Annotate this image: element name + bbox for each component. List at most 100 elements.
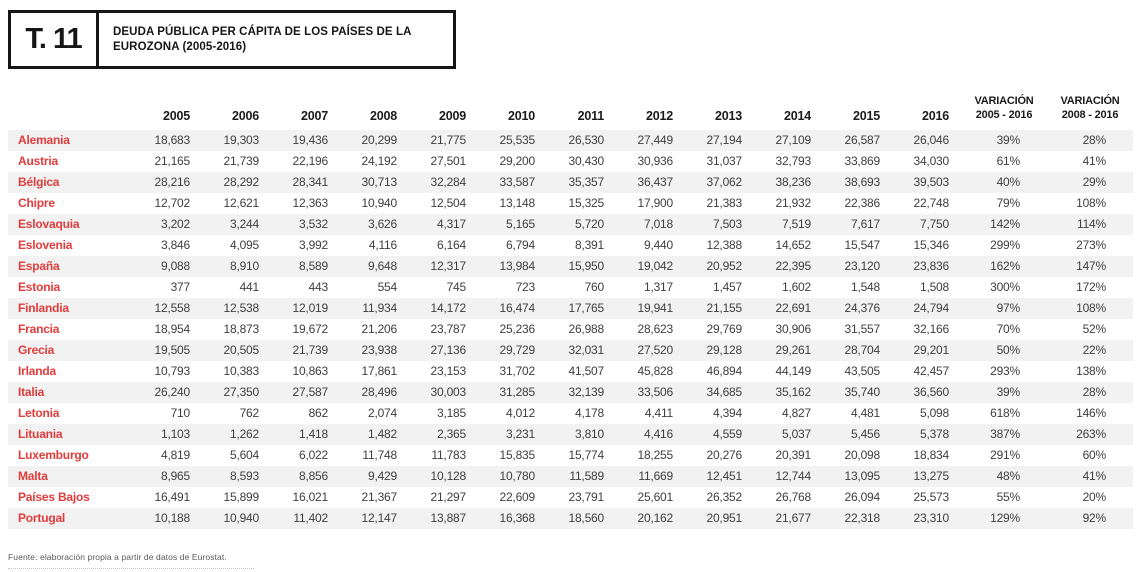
year-value-cell: 12,702	[154, 196, 190, 211]
variation-value-cell: 273%	[1076, 238, 1106, 253]
year-value-cell: 27,350	[223, 385, 259, 400]
table-row: Eslovaquia 3,202 3,244 3,532 3,626 4,317 5,165…	[8, 213, 1133, 235]
year-value-cell: 554	[377, 280, 398, 295]
country-label: Austria	[18, 154, 58, 169]
variation-value-cell: 162%	[990, 259, 1020, 274]
year-value-cell: 38,236	[775, 175, 811, 190]
variation-value-cell: 92%	[1082, 511, 1107, 526]
year-value-cell: 3,810	[574, 427, 604, 442]
year-value-cell: 18,255	[637, 448, 673, 463]
year-value-cell: 29,729	[499, 343, 535, 358]
variation-value-cell: 60%	[1082, 448, 1107, 463]
year-value-cell: 44,149	[775, 364, 811, 379]
year-value-cell: 3,532	[298, 217, 328, 232]
year-value-cell: 4,317	[436, 217, 466, 232]
year-value-cell: 33,506	[637, 385, 673, 400]
variation-value-cell: 79%	[996, 196, 1021, 211]
variation-value-cell: 28%	[1082, 133, 1107, 148]
year-value-cell: 24,376	[844, 301, 880, 316]
year-value-cell: 745	[446, 280, 467, 295]
year-value-cell: 23,836	[913, 259, 949, 274]
country-label: Lituania	[18, 427, 63, 442]
year-value-cell: 10,188	[154, 511, 190, 526]
year-value-cell: 16,474	[499, 301, 535, 316]
year-value-cell: 13,095	[844, 469, 880, 484]
year-value-cell: 20,299	[361, 133, 397, 148]
year-value-cell: 12,317	[430, 259, 466, 274]
year-value-cell: 4,416	[643, 427, 673, 442]
variation-value-cell: 97%	[996, 301, 1021, 316]
year-value-cell: 32,031	[568, 343, 604, 358]
year-value-cell: 15,325	[568, 196, 604, 211]
year-value-cell: 33,869	[844, 154, 880, 169]
year-value-cell: 34,685	[706, 385, 742, 400]
year-value-cell: 29,128	[706, 343, 742, 358]
year-value-cell: 25,535	[499, 133, 535, 148]
variation-value-cell: 29%	[1082, 175, 1107, 190]
country-label: Chipre	[18, 196, 55, 211]
year-value-cell: 760	[584, 280, 605, 295]
year-value-cell: 20,276	[706, 448, 742, 463]
source-note: Fuente: elaboración propia a partir de d…	[8, 551, 227, 562]
year-value-cell: 19,941	[637, 301, 673, 316]
year-value-cell: 36,560	[913, 385, 949, 400]
year-value-cell: 17,861	[361, 364, 397, 379]
year-value-cell: 4,481	[850, 406, 880, 421]
year-value-cell: 7,503	[712, 217, 742, 232]
year-value-cell: 6,022	[298, 448, 328, 463]
year-value-cell: 5,098	[919, 406, 949, 421]
year-column-header: 2012	[645, 108, 673, 123]
year-value-cell: 4,095	[229, 238, 259, 253]
year-value-cell: 17,765	[568, 301, 604, 316]
variation-value-cell: 263%	[1076, 427, 1106, 442]
year-value-cell: 21,165	[154, 154, 190, 169]
figure-header: T. 11 DEUDA PÚBLICA PER CÁPITA DE LOS PA…	[8, 10, 456, 69]
year-value-cell: 26,988	[568, 322, 604, 337]
year-value-cell: 18,834	[913, 448, 949, 463]
year-value-cell: 19,042	[637, 259, 673, 274]
year-value-cell: 30,430	[568, 154, 604, 169]
year-value-cell: 28,341	[292, 175, 328, 190]
year-value-cell: 22,386	[844, 196, 880, 211]
year-value-cell: 30,936	[637, 154, 673, 169]
year-value-cell: 21,297	[430, 490, 466, 505]
year-value-cell: 27,520	[637, 343, 673, 358]
year-value-cell: 1,103	[160, 427, 190, 442]
year-value-cell: 35,740	[844, 385, 880, 400]
year-value-cell: 16,021	[292, 490, 328, 505]
year-value-cell: 12,451	[706, 469, 742, 484]
year-value-cell: 4,827	[781, 406, 811, 421]
year-value-cell: 39,503	[913, 175, 949, 190]
table-row: Luxemburgo 4,819 5,604 6,022 11,748 11,783 15,…	[8, 444, 1133, 466]
year-value-cell: 762	[239, 406, 260, 421]
year-value-cell: 21,739	[223, 154, 259, 169]
year-value-cell: 2,365	[436, 427, 466, 442]
variation-value-cell: 41%	[1082, 469, 1107, 484]
year-value-cell: 28,623	[637, 322, 673, 337]
year-value-cell: 31,037	[706, 154, 742, 169]
variation-value-cell: 40%	[996, 175, 1021, 190]
year-value-cell: 15,835	[499, 448, 535, 463]
variation-header-line1: VARIACIÓN	[1060, 95, 1120, 107]
variation-value-cell: 41%	[1082, 154, 1107, 169]
year-value-cell: 22,196	[292, 154, 328, 169]
year-value-cell: 11,748	[362, 448, 397, 463]
year-value-cell: 15,346	[913, 238, 949, 253]
year-value-cell: 24,794	[913, 301, 949, 316]
year-value-cell: 26,046	[913, 133, 949, 148]
year-column-header: 2009	[438, 108, 466, 123]
table-row: Lituania 1,103 1,262 1,418 1,482 2,365 3,231 3,…	[8, 423, 1133, 445]
country-label: Finlandia	[18, 301, 69, 316]
year-value-cell: 13,984	[499, 259, 535, 274]
year-value-cell: 21,383	[706, 196, 742, 211]
variation-value-cell: 39%	[996, 133, 1021, 148]
year-value-cell: 11,402	[293, 511, 328, 526]
country-label: Grecia	[18, 343, 55, 358]
year-value-cell: 11,783	[431, 448, 466, 463]
year-value-cell: 4,116	[368, 238, 397, 253]
year-value-cell: 28,496	[361, 385, 397, 400]
year-value-cell: 12,744	[775, 469, 811, 484]
year-value-cell: 5,604	[229, 448, 259, 463]
variation-value-cell: 299%	[990, 238, 1020, 253]
year-column-header: 2016	[921, 108, 949, 123]
